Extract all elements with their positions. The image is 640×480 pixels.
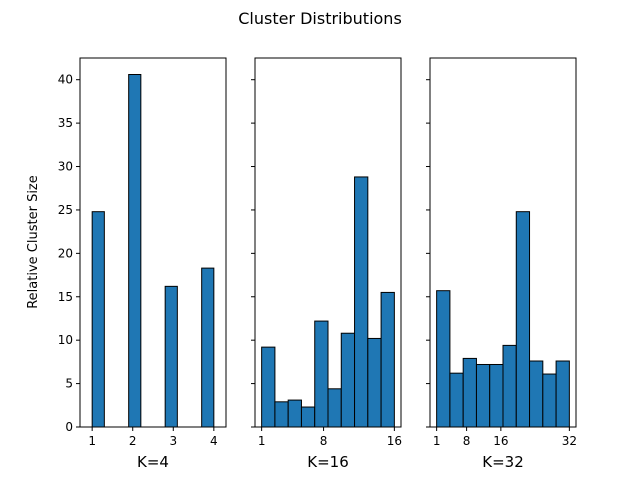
y-tick-label: 20: [58, 246, 73, 260]
bar: [261, 346, 276, 428]
x-tick-label: 8: [320, 434, 328, 448]
y-tick-label: 15: [58, 290, 73, 304]
bar: [201, 267, 215, 428]
bar: [128, 74, 142, 428]
bar: [314, 320, 329, 428]
axes-frame: [79, 57, 227, 428]
y-tick-label: 25: [58, 203, 73, 217]
bar: [274, 401, 289, 428]
bar: [542, 373, 557, 428]
y-tick-label: 10: [58, 333, 73, 347]
x-tick-label: 1: [258, 434, 266, 448]
x-tick-label: 3: [169, 434, 177, 448]
panel-1: 0 5 10 15 20 25 30 35 40 1 2 3 4 K=4: [58, 57, 227, 471]
x-tick-label: 1: [433, 434, 441, 448]
bar: [502, 344, 517, 428]
x-axis-label: K=4: [137, 453, 169, 471]
y-tick-label: 5: [65, 377, 73, 391]
x-tick-label: 16: [493, 434, 508, 448]
x-axis-label: K=16: [307, 453, 349, 471]
bar: [340, 332, 356, 428]
bar: [367, 337, 382, 428]
y-tick-label: 40: [58, 73, 73, 87]
bar: [449, 372, 464, 428]
y-axis-label: Relative Cluster Size: [26, 175, 41, 309]
panel-2: 1 8 16 K=16: [251, 57, 402, 471]
bar: [555, 360, 570, 428]
bar: [489, 363, 504, 428]
bar: [436, 290, 451, 428]
panel-3: 1 8 16 32 K=32: [426, 57, 577, 471]
x-tick-label: 2: [129, 434, 137, 448]
x-tick-label: 32: [562, 434, 577, 448]
x-tick-label: 4: [210, 434, 218, 448]
bar: [380, 291, 395, 428]
y-tick-label: 35: [58, 116, 73, 130]
bar: [475, 363, 491, 428]
x-tick-label: 8: [463, 434, 471, 448]
bar: [91, 211, 105, 428]
bar: [300, 406, 316, 428]
y-tick-label: 0: [65, 420, 73, 434]
bar: [462, 357, 477, 428]
bar: [529, 360, 544, 428]
bar: [515, 211, 531, 428]
axes-frame: [254, 57, 402, 428]
y-tick-label: 30: [58, 160, 73, 174]
bar: [287, 399, 302, 428]
axes-frame: [429, 57, 577, 428]
chart-title: Cluster Distributions: [238, 9, 402, 28]
x-axis-label: K=32: [482, 453, 524, 471]
panels: 0 5 10 15 20 25 30 35 40 1 2 3 4 K=4 1 8 16 K=16 1 8 16 32 K=3…: [58, 57, 577, 471]
x-tick-label: 16: [387, 434, 402, 448]
bar: [354, 176, 369, 428]
bar: [164, 285, 178, 428]
x-tick-label: 1: [88, 434, 96, 448]
bar: [327, 388, 342, 428]
